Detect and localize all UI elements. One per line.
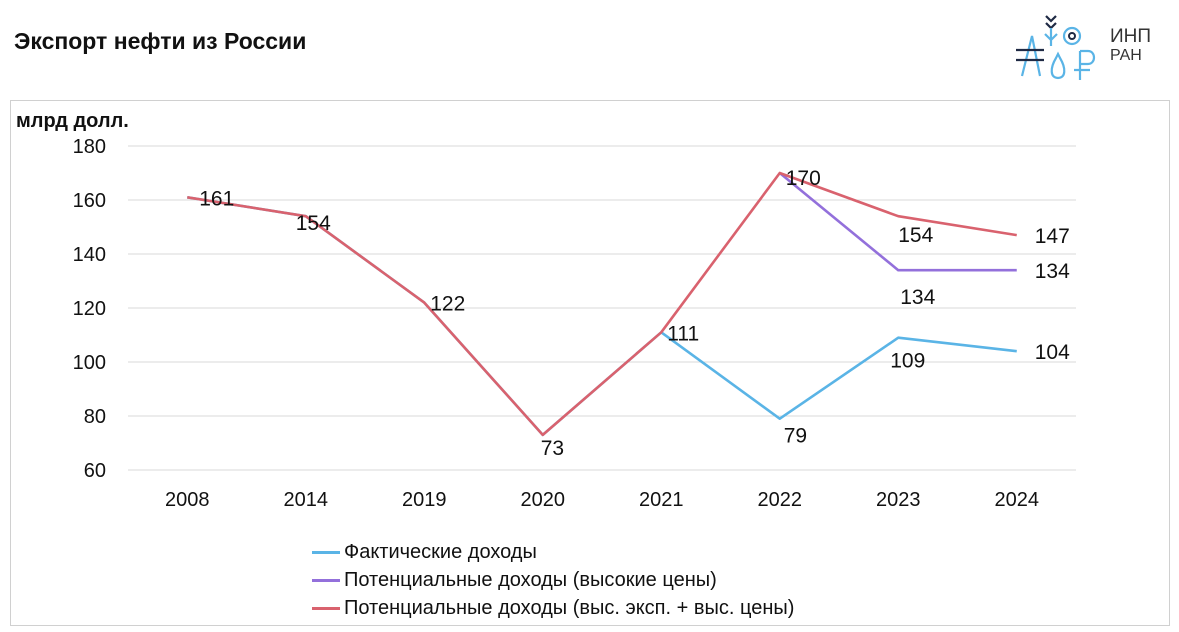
legend-swatch: [312, 606, 340, 610]
inp-ran-logo-icon: [1016, 15, 1096, 80]
y-tick-label: 140: [73, 244, 106, 266]
x-tick-label: 2023: [876, 489, 921, 511]
x-tick-label: 2020: [521, 489, 566, 511]
y-tick-label: 180: [73, 136, 106, 158]
logo-text-line2: РАН: [1110, 47, 1142, 64]
data-label: 154: [898, 224, 933, 247]
chart-frame: [10, 100, 1170, 626]
data-label: 134: [900, 286, 935, 309]
data-label: 134: [1035, 260, 1070, 283]
data-label: 154: [296, 212, 331, 235]
legend-item-potential-high-prices: Потенциальные доходы (высокие цены): [312, 566, 794, 594]
logo-text-line1: ИНП: [1110, 26, 1152, 47]
x-tick-label: 2008: [165, 489, 210, 511]
legend-item-potential-high-export-prices: Потенциальные доходы (выс. эксп. + выс. …: [312, 594, 794, 622]
data-label: 104: [1035, 341, 1070, 364]
x-tick-label: 2014: [284, 489, 329, 511]
y-tick-label: 100: [73, 352, 106, 374]
legend-swatch: [312, 578, 340, 582]
data-label: 111: [667, 322, 699, 345]
y-axis-label: млрд долл.: [16, 110, 129, 132]
x-tick-label: 2024: [995, 489, 1040, 511]
data-label: 161: [199, 187, 234, 210]
y-tick-label: 60: [84, 460, 106, 482]
legend-item-actual: Фактические доходы: [312, 538, 794, 566]
series-line-1: [778, 171, 1017, 272]
y-tick-label: 160: [73, 190, 106, 212]
x-tick-label: 2019: [402, 489, 447, 511]
data-label: 73: [541, 437, 564, 460]
page-title: Экспорт нефти из России: [14, 28, 307, 54]
legend-label: Потенциальные доходы (высокие цены): [344, 568, 717, 591]
legend-label: Фактические доходы: [344, 540, 537, 563]
legend: Фактические доходы Потенциальные доходы …: [312, 538, 794, 622]
x-tick-label: 2021: [639, 489, 684, 511]
data-label: 147: [1035, 225, 1070, 248]
x-tick-label: 2022: [758, 489, 803, 511]
y-tick-label: 80: [84, 406, 106, 428]
series-line-2: [187, 171, 1017, 437]
data-label: 170: [786, 167, 821, 190]
logo-text: ИНП РАН: [1110, 27, 1151, 65]
y-tick-label: 120: [73, 298, 106, 320]
data-label: 109: [890, 350, 925, 373]
data-label: 79: [784, 425, 807, 448]
legend-label: Потенциальные доходы (выс. эксп. + выс. …: [344, 596, 795, 619]
legend-swatch: [312, 550, 340, 554]
data-label: 122: [430, 293, 465, 316]
